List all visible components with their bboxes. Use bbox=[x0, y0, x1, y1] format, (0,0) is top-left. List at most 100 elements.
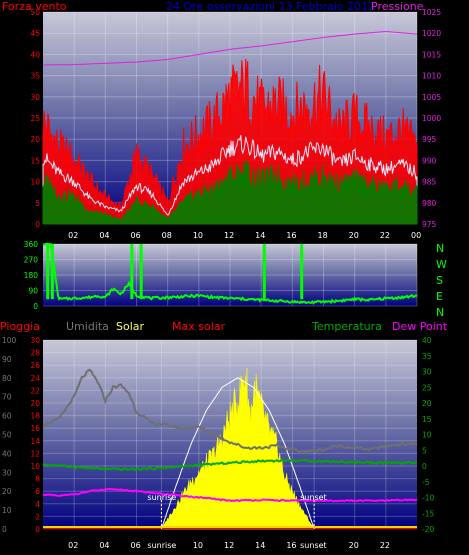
p3-humidity-tick: 80 bbox=[2, 374, 12, 383]
p3-humidity-tick: 30 bbox=[2, 468, 12, 477]
p1-left-tick: 5 bbox=[35, 199, 40, 208]
legend-pioggia: Pioggia bbox=[0, 320, 40, 333]
p1-left-tick: 10 bbox=[30, 178, 40, 187]
p3-temperature-tick: 10 bbox=[422, 431, 432, 440]
p3-rain-tick: 0 bbox=[35, 525, 40, 534]
wind-speed-axis-label: Forza vento bbox=[2, 0, 67, 13]
p1-right-tick: 980 bbox=[422, 199, 437, 208]
p3-temperature-tick: 5 bbox=[422, 446, 427, 455]
p3-x-tick: 12 bbox=[224, 541, 234, 550]
sunrise-annotation: sunrise bbox=[147, 493, 176, 502]
p3-temperature-tick: 40 bbox=[422, 336, 432, 345]
p3-rain-tick: 2 bbox=[35, 512, 40, 521]
p1-right-tick: 1005 bbox=[422, 93, 441, 102]
p2-left-tick: 0 bbox=[33, 302, 38, 311]
p1-right-tick: 1000 bbox=[422, 114, 441, 123]
p3-x-tick: sunset bbox=[300, 541, 327, 550]
pressure-axis-label: Pressione bbox=[371, 0, 424, 13]
p2-direction-label: W bbox=[436, 258, 447, 271]
p1-right-tick: 1015 bbox=[422, 50, 441, 59]
p3-x-tick: 14 bbox=[255, 541, 265, 550]
p2-left-tick: 90 bbox=[28, 287, 38, 296]
p1-right-tick: 985 bbox=[422, 178, 437, 187]
legend-solar: Solar bbox=[116, 320, 145, 333]
p3-humidity-tick: 40 bbox=[2, 449, 12, 458]
p3-temperature-tick: -10 bbox=[422, 494, 434, 503]
p1-x-tick: 06 bbox=[131, 231, 141, 240]
p3-rain-tick: 8 bbox=[35, 475, 40, 484]
p1-left-tick: 0 bbox=[35, 220, 40, 229]
p1-x-tick: 10 bbox=[193, 231, 203, 240]
p1-x-tick: 14 bbox=[255, 231, 265, 240]
p1-right-tick: 1025 bbox=[422, 8, 441, 17]
p3-rain-tick: 18 bbox=[30, 412, 40, 421]
p3-humidity-tick: 50 bbox=[2, 431, 12, 440]
p2-direction-label: N bbox=[436, 306, 444, 319]
p3-rain-tick: 24 bbox=[30, 374, 40, 383]
p1-series-2 bbox=[42, 135, 418, 225]
legend-dew-point: Dew Point bbox=[392, 320, 448, 333]
p3-rain-tick: 22 bbox=[30, 386, 40, 395]
p1-x-tick: 16 bbox=[286, 231, 296, 240]
p2-direction-label: S bbox=[436, 274, 443, 287]
p3-temperature-tick: 35 bbox=[422, 352, 432, 361]
humidity-line bbox=[42, 368, 418, 454]
wind-direction-line bbox=[43, 242, 418, 305]
legend-temperatura: Temperatura bbox=[311, 320, 382, 333]
p3-rain-tick: 20 bbox=[30, 399, 40, 408]
p1-x-tick: 00 bbox=[411, 231, 421, 240]
p2-left-tick: 360 bbox=[24, 240, 39, 249]
p3-temperature-tick: 30 bbox=[422, 368, 432, 377]
p3-x-tick: 02 bbox=[68, 541, 78, 550]
p1-left-tick: 35 bbox=[30, 72, 40, 81]
p1-left-tick: 50 bbox=[30, 8, 40, 17]
p3-temperature-tick: 25 bbox=[422, 383, 432, 392]
p1-right-tick: 1020 bbox=[422, 29, 441, 38]
p3-humidity-tick: 60 bbox=[2, 412, 12, 421]
p3-temperature-tick: -15 bbox=[422, 509, 434, 518]
p3-rain-tick: 16 bbox=[30, 424, 40, 433]
p3-humidity-tick: 70 bbox=[2, 393, 12, 402]
p1-left-tick: 15 bbox=[30, 156, 40, 165]
p3-rain-tick: 6 bbox=[35, 487, 40, 496]
p3-x-tick: 22 bbox=[380, 541, 390, 550]
p3-rain-tick: 26 bbox=[30, 361, 40, 370]
p3-rain-tick: 28 bbox=[30, 349, 40, 358]
sunset-annotation: sunset bbox=[300, 493, 327, 502]
p3-rain-tick: 14 bbox=[30, 437, 40, 446]
p2-left-tick: 180 bbox=[24, 271, 39, 280]
p1-right-tick: 990 bbox=[422, 156, 437, 165]
p1-left-tick: 45 bbox=[30, 29, 40, 38]
p2-left-tick: 270 bbox=[24, 256, 39, 265]
p3-rain-tick: 4 bbox=[35, 500, 40, 509]
p3-x-tick: sunrise bbox=[147, 541, 176, 550]
p3-humidity-tick: 20 bbox=[2, 487, 12, 496]
p1-right-tick: 995 bbox=[422, 135, 437, 144]
pressure-line bbox=[43, 30, 417, 66]
p1-series-3 bbox=[42, 160, 418, 225]
p3-temperature-tick: -5 bbox=[422, 478, 430, 487]
p3-x-tick: 06 bbox=[131, 541, 141, 550]
p3-x-tick: 20 bbox=[349, 541, 359, 550]
solar-area bbox=[160, 367, 315, 530]
p3-temperature-tick: 20 bbox=[422, 399, 432, 408]
p3-humidity-tick: 10 bbox=[2, 506, 12, 515]
p3-x-tick: 04 bbox=[99, 541, 109, 550]
p3-temperature-tick: -20 bbox=[422, 525, 434, 534]
chart-title: 24 Ore osservazioni 13 Febbraio 2012 bbox=[166, 0, 375, 13]
p3-rain-tick: 12 bbox=[30, 449, 40, 458]
p3-x-tick: 16 bbox=[286, 541, 296, 550]
p1-x-tick: 22 bbox=[380, 231, 390, 240]
p1-left-tick: 40 bbox=[30, 50, 40, 59]
p3-x-tick: 10 bbox=[193, 541, 203, 550]
p3-temperature-tick: 15 bbox=[422, 415, 432, 424]
p3-rain-tick: 30 bbox=[30, 336, 40, 345]
p2-direction-label: N bbox=[436, 242, 444, 255]
p3-humidity-tick: 90 bbox=[2, 355, 12, 364]
temperature-line bbox=[42, 458, 418, 472]
p1-left-tick: 30 bbox=[30, 93, 40, 102]
p1-left-tick: 25 bbox=[30, 114, 40, 123]
p1-x-tick: 08 bbox=[162, 231, 172, 240]
dew-point-line bbox=[42, 487, 418, 503]
